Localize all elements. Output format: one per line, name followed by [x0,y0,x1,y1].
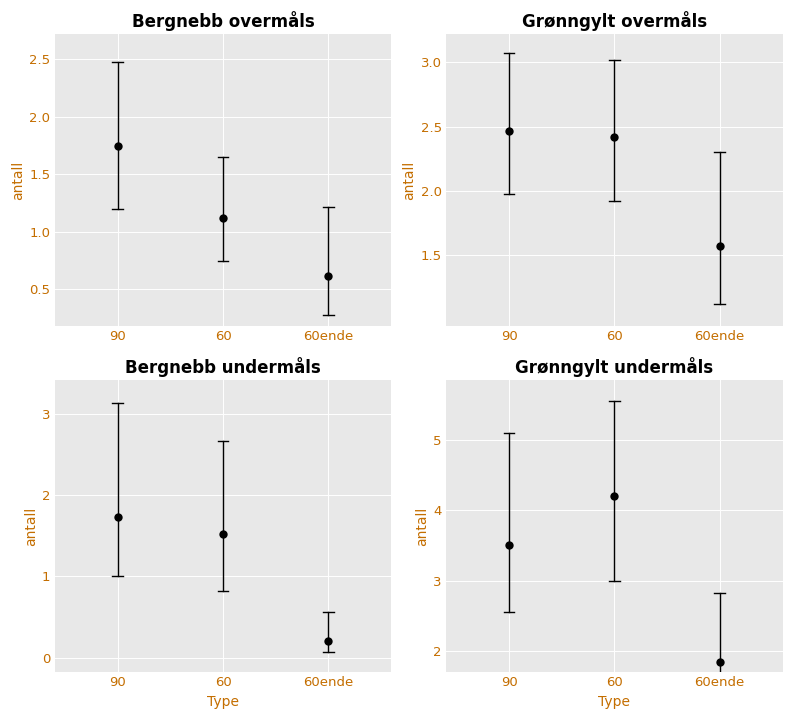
Title: Grønngylt overmåls: Grønngylt overmåls [522,11,707,31]
X-axis label: Type: Type [599,695,630,709]
Point [608,131,621,143]
Point [713,240,726,252]
X-axis label: Type: Type [207,695,239,709]
Point [503,125,515,136]
Point [608,490,621,502]
Y-axis label: antall: antall [415,506,430,546]
Point [111,140,124,151]
Title: Bergnebb overmåls: Bergnebb overmåls [132,11,314,31]
Title: Bergnebb undermåls: Bergnebb undermåls [125,357,321,377]
Point [322,270,334,282]
Point [217,212,229,224]
Y-axis label: antall: antall [11,161,25,199]
Point [111,511,124,523]
Point [713,656,726,667]
Point [322,636,334,647]
Point [217,528,229,540]
Point [503,540,515,552]
Title: Grønngylt undermåls: Grønngylt undermåls [515,357,714,377]
Y-axis label: antall: antall [24,506,38,546]
Y-axis label: antall: antall [403,161,417,199]
